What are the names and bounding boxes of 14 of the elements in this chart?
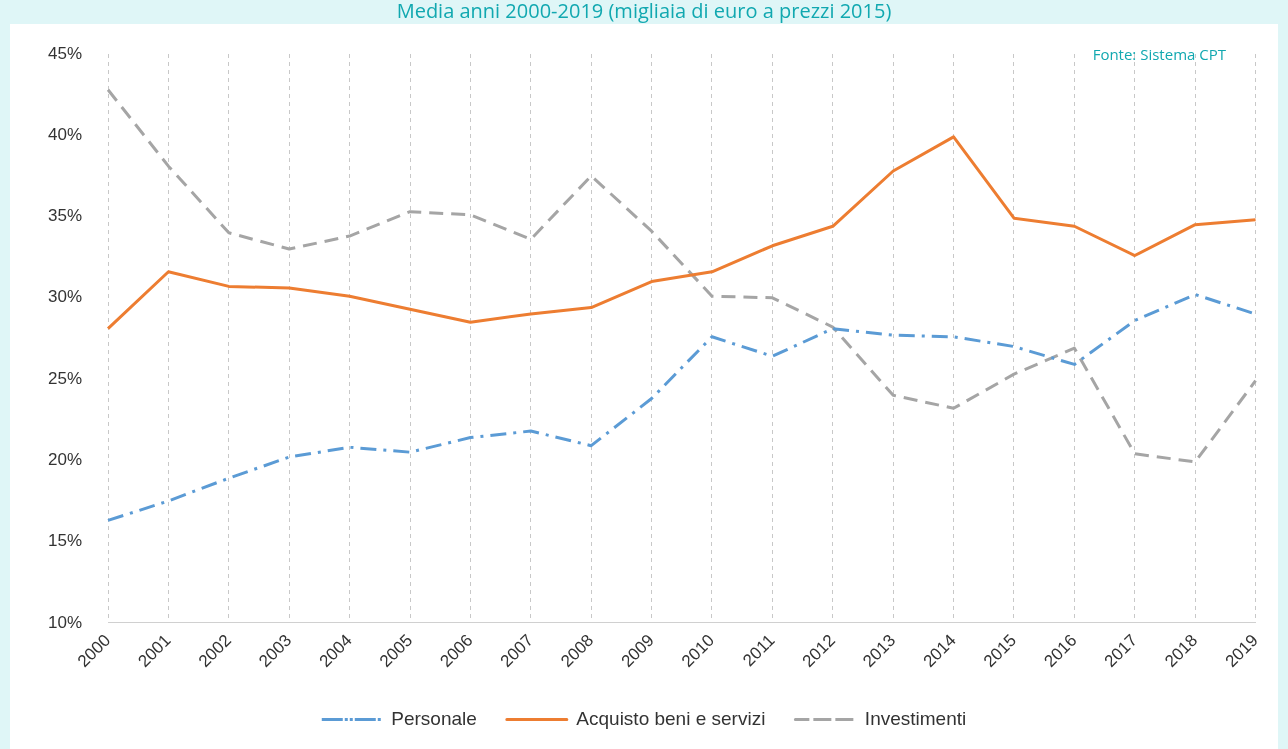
y-tick-label: 35% <box>47 206 83 226</box>
y-tick-label: 30% <box>47 287 83 307</box>
y-tick-label: 10% <box>47 612 83 632</box>
line-series <box>106 88 1258 464</box>
legend-label: Personale <box>391 707 477 729</box>
chart-title: Media anni 2000-2019 (migliaia di euro a prezzi 2015) <box>395 0 893 24</box>
annotation: Fonte: Sistema CPT <box>1092 44 1226 64</box>
y-tick-label: 45% <box>47 43 83 63</box>
y-tick-label: 25% <box>47 368 83 388</box>
y-tick-label: 15% <box>47 531 83 551</box>
legend-label: Acquisto beni e servizi <box>576 707 766 729</box>
y-tick-label: 20% <box>47 450 83 469</box>
legend-label: Investimenti <box>864 707 967 729</box>
y-tick-label: 40% <box>47 124 83 144</box>
